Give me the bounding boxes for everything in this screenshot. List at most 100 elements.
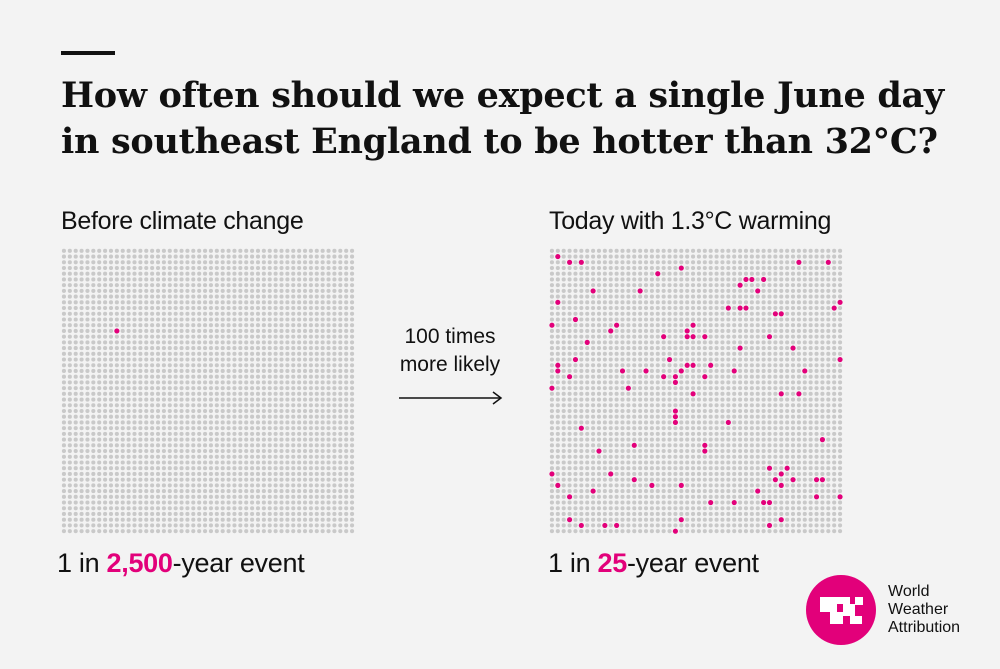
year-dot: [167, 500, 172, 505]
year-dot: [220, 426, 225, 431]
year-dot: [796, 420, 801, 425]
year-dot: [573, 494, 578, 499]
year-dot: [743, 346, 749, 351]
year-dot: [838, 248, 843, 253]
event-dot: [555, 362, 561, 368]
year-dot: [667, 529, 672, 534]
year-dot: [73, 431, 78, 436]
year-dot: [602, 529, 607, 534]
year-dot: [338, 471, 343, 476]
year-dot: [743, 460, 749, 465]
year-dot: [155, 317, 161, 322]
year-dot: [191, 517, 196, 522]
year-dot: [338, 511, 343, 517]
year-dot: [126, 460, 131, 465]
year-dot: [555, 403, 560, 408]
year-dot: [814, 294, 819, 299]
year-dot: [743, 500, 749, 505]
year-dot: [220, 449, 225, 454]
year-dot: [67, 426, 72, 431]
year-dot: [773, 374, 778, 379]
year-dot: [320, 494, 325, 499]
year-dot: [596, 317, 602, 322]
year-dot: [738, 414, 743, 419]
year-dot: [97, 449, 102, 454]
year-dot: [91, 386, 96, 391]
event-dot: [690, 334, 696, 340]
year-dot: [285, 494, 290, 499]
event-dot: [772, 477, 778, 483]
year-dot: [726, 368, 731, 374]
year-dot: [738, 328, 743, 333]
year-dot: [85, 426, 90, 431]
year-dot: [220, 311, 225, 316]
year-dot: [761, 340, 766, 345]
year-dot: [173, 397, 178, 402]
year-dot: [549, 283, 554, 288]
year-dot: [661, 368, 666, 374]
year-dot: [138, 265, 143, 271]
year-dot: [197, 374, 202, 379]
year-dot: [308, 306, 313, 311]
year-dot: [144, 323, 149, 328]
year-dot: [326, 334, 331, 339]
year-dot: [714, 466, 719, 471]
year-dot: [226, 523, 231, 528]
year-dot: [591, 483, 596, 488]
year-dot: [108, 500, 114, 505]
year-dot: [685, 449, 690, 454]
year-dot: [173, 300, 178, 305]
year-dot: [302, 380, 308, 385]
year-dot: [702, 391, 707, 396]
year-dot: [555, 323, 560, 328]
year-dot: [802, 260, 807, 265]
year-dot: [261, 248, 266, 253]
year-dot: [567, 397, 572, 402]
year-dot: [608, 294, 613, 299]
year-dot: [85, 271, 90, 276]
event-dot: [796, 259, 802, 265]
year-dot: [761, 443, 766, 448]
year-dot: [297, 460, 302, 465]
year-dot: [714, 300, 719, 305]
year-dot: [138, 403, 143, 408]
year-dot: [632, 403, 637, 408]
year-dot: [326, 494, 331, 499]
year-dot: [85, 494, 90, 499]
year-dot: [632, 517, 637, 522]
year-dot: [350, 420, 355, 425]
year-dot: [291, 254, 296, 259]
year-dot: [749, 368, 754, 374]
event-dot: [578, 425, 584, 431]
year-dot: [755, 317, 760, 322]
year-dot: [120, 368, 125, 374]
year-dot: [344, 397, 349, 402]
year-dot: [790, 368, 796, 374]
year-dot: [643, 323, 649, 328]
year-dot: [344, 443, 349, 448]
year-dot: [826, 334, 831, 339]
year-dot: [714, 306, 719, 311]
year-dot: [73, 317, 78, 322]
year-dot: [261, 294, 266, 299]
year-dot: [203, 500, 208, 505]
year-dot: [661, 477, 666, 482]
year-dot: [150, 340, 155, 345]
year-dot: [79, 351, 84, 356]
year-dot: [338, 380, 343, 385]
year-dot: [185, 517, 190, 522]
year-dot: [608, 260, 613, 265]
year-dot: [649, 357, 654, 362]
year-dot: [838, 420, 843, 425]
year-dot: [179, 397, 184, 402]
year-dot: [108, 483, 114, 488]
year-dot: [643, 494, 649, 499]
year-dot: [726, 466, 731, 471]
year-dot: [702, 529, 707, 534]
year-dot: [191, 466, 196, 471]
year-dot: [755, 529, 760, 534]
year-dot: [320, 277, 325, 282]
year-dot: [567, 288, 572, 293]
year-dot: [108, 420, 114, 425]
year-dot: [191, 254, 196, 259]
